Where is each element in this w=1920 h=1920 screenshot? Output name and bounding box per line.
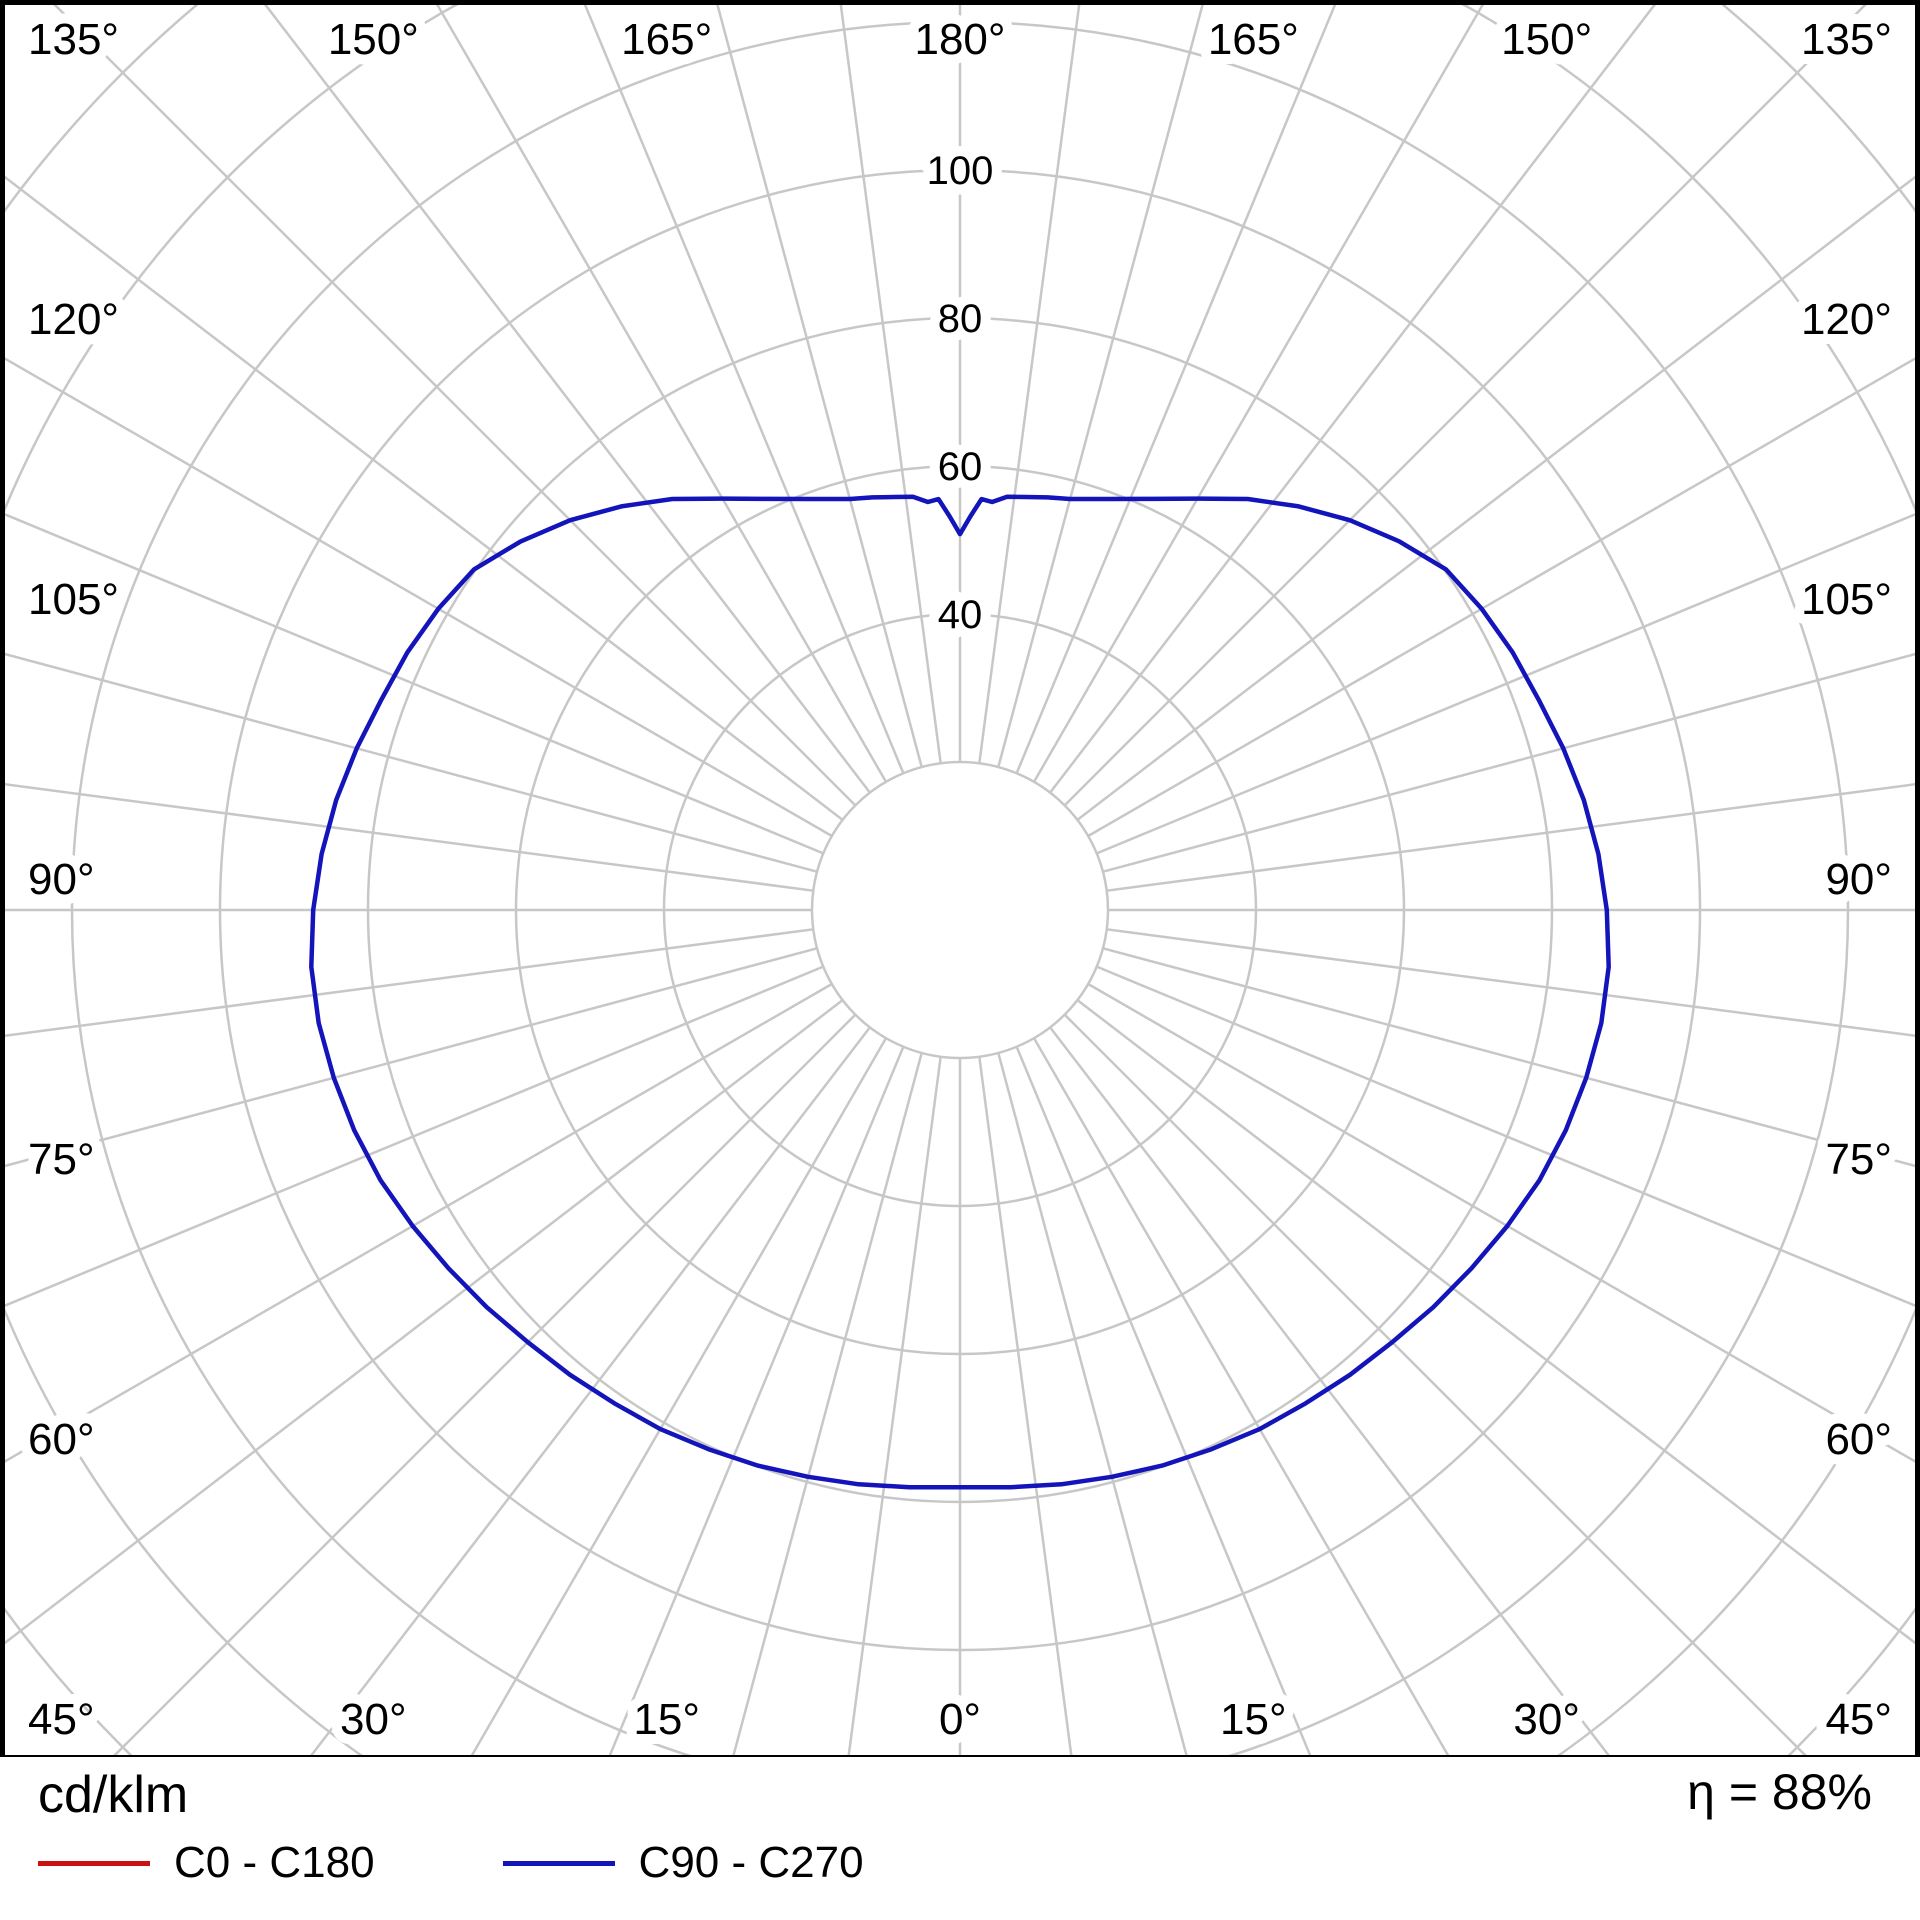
angle-label: 105° — [28, 575, 119, 624]
grid-spoke — [4, 174, 844, 821]
radial-tick-label: 60 — [938, 445, 983, 489]
angle-label: 15° — [1220, 1695, 1287, 1744]
grid-spoke — [1106, 782, 1916, 892]
grid-spoke — [1096, 512, 1916, 855]
angle-label: 30° — [340, 1695, 407, 1744]
efficiency-label: η = 88% — [1687, 1764, 1872, 1820]
angle-label: 75° — [28, 1135, 95, 1184]
angle-label: 120° — [28, 295, 119, 344]
angle-label: 60° — [28, 1415, 95, 1464]
radial-tick-label: 80 — [938, 297, 983, 341]
axis-labels: 40 60 80 100 0° 15° 15° 30° 30° 45° 45° 60° 60° 75° 75… — [18, 5, 1902, 1754]
grid-spoke — [4, 982, 833, 1464]
grid-spoke — [4, 782, 814, 892]
angle-label: 150° — [328, 15, 419, 64]
grid-spoke — [1032, 1037, 1451, 1757]
angle-label: 45° — [1825, 1695, 1892, 1744]
grid-spoke — [4, 947, 818, 1168]
footer: cd/klm η = 88% C0 - C180 C90 - C270 — [0, 1757, 1920, 1920]
angle-label: 180° — [914, 15, 1005, 64]
angle-label: 120° — [1801, 295, 1892, 344]
grid-spoke — [1032, 4, 1485, 783]
grid-spoke — [607, 1046, 905, 1757]
grid-spoke — [978, 1056, 1073, 1757]
angle-label: 165° — [1208, 15, 1299, 64]
grid-spoke — [1076, 999, 1916, 1646]
angle-label: 165° — [621, 15, 712, 64]
angle-label: 90° — [1825, 855, 1892, 904]
angle-label: 90° — [28, 855, 95, 904]
grid-spoke — [4, 999, 844, 1646]
grid-spoke — [1102, 652, 1916, 873]
grid-spoke — [435, 4, 888, 783]
grid-spoke — [715, 4, 923, 768]
radial-tick-label: 40 — [938, 593, 983, 637]
grid-spoke — [839, 4, 942, 764]
grid-spoke — [4, 928, 814, 1038]
grid-spoke — [1015, 1046, 1313, 1757]
legend-swatch-blue-line — [502, 1860, 615, 1866]
legend-label-c90-c270: C90 - C270 — [638, 1838, 864, 1887]
angle-label: 15° — [633, 1695, 700, 1744]
grid-spoke — [978, 4, 1081, 764]
curve-c90-c270 — [309, 494, 1611, 1490]
grid-spoke — [731, 1052, 923, 1757]
angle-label: 135° — [1801, 15, 1892, 64]
grid-spoke — [1102, 947, 1916, 1168]
grid-spoke — [1106, 928, 1916, 1038]
angle-label: 150° — [1501, 15, 1592, 64]
grid-spoke — [4, 512, 824, 855]
grid-spoke — [1087, 356, 1916, 838]
grid-spoke — [1049, 1026, 1612, 1757]
grid-spoke — [1063, 1013, 1809, 1757]
grid-spoke — [4, 356, 833, 838]
grid-spoke — [111, 1013, 857, 1757]
legend-label-c0-c180: C0 - C180 — [174, 1838, 375, 1887]
legend-swatch-red-line — [38, 1860, 150, 1866]
grid-spoke — [847, 1056, 942, 1757]
legend-entry-c90-c270: C90 - C270 — [502, 1838, 864, 1887]
angle-label: 30° — [1513, 1695, 1580, 1744]
grid-spoke — [4, 652, 818, 873]
grid-spoke — [52, 4, 857, 807]
angle-label: 60° — [1825, 1415, 1892, 1464]
grid-spoke — [583, 4, 905, 774]
grid-spoke — [1076, 174, 1916, 821]
radial-tick-label: 100 — [927, 149, 994, 193]
grid-spoke — [1049, 4, 1657, 794]
grid-spoke — [4, 965, 824, 1308]
grid-spoke — [997, 1052, 1189, 1757]
grid-spoke — [469, 1037, 888, 1757]
legend: C0 - C180 C90 - C270 — [38, 1841, 992, 1885]
grid-ring — [810, 760, 1110, 1060]
legend-entry-c0-c180: C0 - C180 — [38, 1841, 375, 1885]
grid-spoke — [1087, 982, 1916, 1464]
grid-spoke — [308, 1026, 871, 1757]
grid-spoke — [1096, 965, 1916, 1308]
angle-label: 105° — [1801, 575, 1892, 624]
grid-spoke — [997, 4, 1205, 768]
angle-label: 135° — [28, 15, 119, 64]
angle-label: 45° — [28, 1695, 95, 1744]
grid-spoke — [1015, 4, 1337, 774]
angle-label: 75° — [1825, 1135, 1892, 1184]
unit-label: cd/klm — [38, 1766, 189, 1824]
grid-spoke — [1063, 4, 1868, 807]
angle-label: 0° — [939, 1695, 981, 1744]
grid-spoke — [263, 4, 871, 794]
